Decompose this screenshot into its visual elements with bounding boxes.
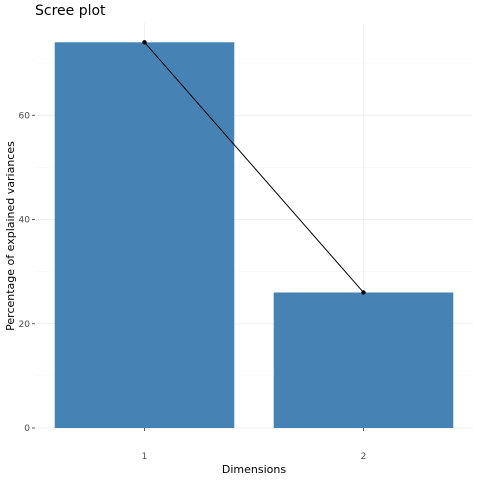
bar-dimension-2	[273, 292, 454, 428]
bars	[54, 42, 454, 429]
point-dimension-1	[142, 40, 147, 45]
x-tick-label: 2	[361, 452, 367, 462]
variance-line-path	[144, 41, 364, 293]
x-tick-label: 1	[142, 452, 148, 462]
y-axis-title: Percentage of explained variances	[4, 141, 17, 331]
chart-title: Scree plot	[35, 3, 106, 19]
point-dimension-2	[361, 290, 366, 295]
y-tick-label: 60	[19, 111, 31, 121]
bar-dimension-1	[54, 42, 235, 429]
variance-line	[144, 41, 364, 293]
axes: 0 20 40 60 1 2	[19, 111, 367, 462]
variance-points	[142, 40, 366, 295]
y-tick-label: 20	[19, 320, 31, 330]
y-tick-label: 0	[24, 424, 30, 434]
y-tick-label: 40	[19, 216, 31, 226]
x-axis-title: Dimensions	[222, 463, 286, 476]
